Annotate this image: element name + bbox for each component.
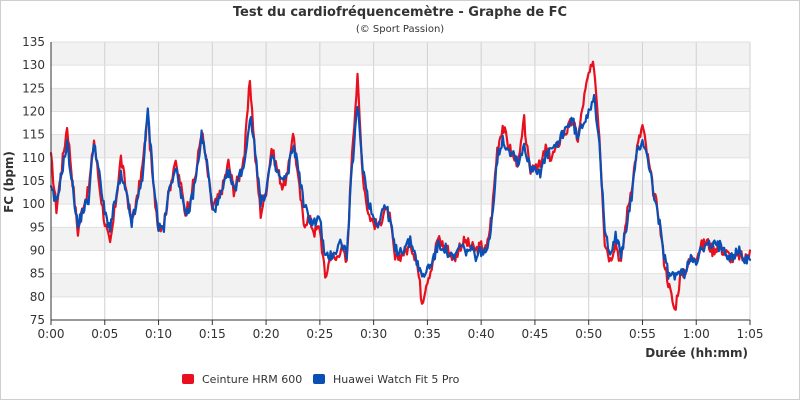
x-tick-label: 0:00	[38, 327, 65, 341]
x-axis-title: Durée (hh:mm)	[645, 346, 748, 360]
y-tick-label: 120	[22, 105, 45, 119]
x-tick-label: 0:10	[145, 327, 172, 341]
plot-band	[51, 134, 750, 158]
y-tick-label: 85	[30, 267, 45, 281]
legend-label-huawei-watch-fit-5-pro: Huawei Watch Fit 5 Pro	[333, 373, 460, 386]
y-tick-label: 100	[22, 197, 45, 211]
y-tick-label: 105	[22, 174, 45, 188]
y-tick-label: 110	[22, 151, 45, 165]
x-tick-label: 0:45	[521, 327, 548, 341]
x-tick-label: 1:05	[737, 327, 764, 341]
legend-item-huawei-watch-fit-5-pro[interactable]: Huawei Watch Fit 5 Pro	[313, 373, 460, 386]
legend-swatch-ceinture-hrm-600	[182, 374, 194, 384]
series-line-huawei-watch-fit-5-pro	[49, 93, 752, 281]
plot-band	[51, 181, 750, 205]
y-tick-label: 125	[22, 81, 45, 95]
plot-band	[51, 88, 750, 112]
x-tick-label: 0:40	[468, 327, 495, 341]
plot-band	[51, 227, 750, 251]
series-layer	[49, 60, 752, 311]
y-tick-label: 90	[30, 244, 45, 258]
legend-swatch-huawei-watch-fit-5-pro	[313, 374, 325, 384]
chart-title: Test du cardiofréquencemètre - Graphe de…	[233, 5, 567, 20]
x-tick-labels: 0:00 0:05 0:10 0:15 0:20 0:25 0:30 0:35 0:40 0:45…	[38, 320, 764, 341]
x-tick-label: 0:55	[629, 327, 656, 341]
legend: Ceinture HRM 600 Huawei Watch Fit 5 Pro	[182, 373, 460, 386]
legend-label-ceinture-hrm-600: Ceinture HRM 600	[202, 373, 302, 386]
plot-bands	[51, 42, 750, 297]
y-tick-label: 80	[30, 290, 45, 304]
chart-subtitle: (© Sport Passion)	[356, 24, 444, 35]
plot-band	[51, 273, 750, 297]
x-tick-label: 0:20	[253, 327, 280, 341]
x-tick-label: 0:15	[199, 327, 226, 341]
x-tick-label: 0:05	[91, 327, 118, 341]
legend-item-ceinture-hrm-600[interactable]: Ceinture HRM 600	[182, 373, 302, 386]
y-axis-title: FC (bpm)	[2, 151, 16, 213]
x-tick-label: 1:00	[683, 327, 710, 341]
y-tick-label: 115	[22, 128, 45, 142]
x-tick-label: 0:50	[575, 327, 602, 341]
y-tick-label: 95	[30, 220, 45, 234]
y-tick-label: 75	[30, 313, 45, 327]
x-tick-label: 0:35	[414, 327, 441, 341]
x-tick-label: 0:25	[306, 327, 333, 341]
y-tick-label: 135	[22, 35, 45, 49]
plot-band	[51, 42, 750, 66]
y-tick-labels: 75 80 85 90 95 100 105 110 115 120 125 130 135	[22, 35, 45, 327]
y-tick-label: 130	[22, 58, 45, 72]
x-tick-label: 0:30	[360, 327, 387, 341]
